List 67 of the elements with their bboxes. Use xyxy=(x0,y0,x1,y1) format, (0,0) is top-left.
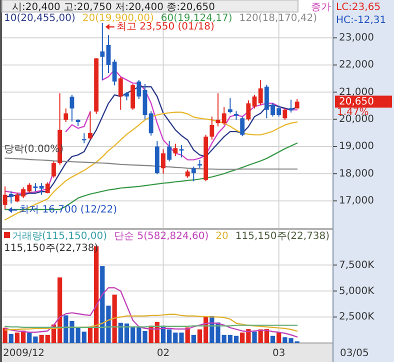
candlestick xyxy=(240,116,245,137)
candlestick xyxy=(118,76,123,110)
candlestick xyxy=(52,160,56,178)
text: LC:23,65 xyxy=(336,2,381,13)
y-tick-label: 7,500K xyxy=(339,260,375,271)
line-series xyxy=(4,314,298,332)
text: 03/05 xyxy=(340,348,369,359)
y-tick-label: 18,000 xyxy=(339,168,374,180)
text: 단순 5(582,824,60) xyxy=(114,231,209,242)
text: 2009/12 xyxy=(3,348,45,359)
text: 20,650 xyxy=(339,96,374,108)
candlestick xyxy=(136,79,142,100)
y-tick-label: 23,000 xyxy=(339,32,374,44)
candlestick xyxy=(161,148,166,174)
y-tick-label: 20,000 xyxy=(339,114,374,126)
candlestick xyxy=(88,111,92,140)
bar xyxy=(112,294,117,343)
text: 10(20,455,00) xyxy=(4,13,76,24)
candlestick xyxy=(294,98,300,109)
y-tick-label: 19,000 xyxy=(339,141,374,152)
candlestick xyxy=(106,34,111,74)
y-tick-label: 2,500K xyxy=(339,312,375,323)
text: 종가 xyxy=(311,2,331,13)
candlestick xyxy=(112,59,117,86)
annotation: 최고 23,550 (01/18) xyxy=(116,22,214,33)
candlestick xyxy=(167,140,172,162)
candlestick xyxy=(222,106,226,126)
text: HC:-12,31 xyxy=(336,15,386,26)
text: 20(19,900,00) xyxy=(82,13,154,24)
x-tick-label: 02 xyxy=(156,348,170,359)
candlestick xyxy=(228,98,232,114)
chart-title: 시:20,400 고:20,750 저:20,400 종:20,650 xyxy=(12,2,215,13)
candlestick xyxy=(64,108,68,123)
bar xyxy=(191,334,196,343)
candlestick xyxy=(100,22,105,80)
text: 60(19,124,17) xyxy=(160,13,232,24)
text: 120(18,170,42) xyxy=(239,13,318,24)
line-series xyxy=(4,112,298,220)
y-tick-label: 5,000K xyxy=(339,286,375,297)
bar xyxy=(8,334,14,343)
candlestick xyxy=(179,144,184,158)
candlestick xyxy=(258,79,263,106)
candlestick xyxy=(246,100,251,122)
x-tick-label: 03 xyxy=(272,348,286,359)
bar xyxy=(276,332,282,343)
bar xyxy=(185,327,190,343)
candlestick xyxy=(2,186,8,210)
y-tick-label: 22,000 xyxy=(339,60,374,71)
legend-label: 거래량(115,150,00) xyxy=(12,231,108,242)
candlestick xyxy=(252,94,257,109)
y-tick-label: 21,000 xyxy=(339,86,374,98)
bar xyxy=(2,328,8,343)
candlestick xyxy=(82,132,86,144)
line-series xyxy=(4,287,298,338)
candlestick xyxy=(173,143,178,156)
bar xyxy=(270,336,276,343)
candlestick xyxy=(191,166,196,182)
candlestick xyxy=(8,190,14,204)
candlestick xyxy=(288,99,294,114)
candlestick xyxy=(210,116,214,140)
text: 20 xyxy=(216,231,228,242)
candlestick xyxy=(148,110,154,136)
candlestick xyxy=(130,84,136,110)
y-tick-label: 17,000 xyxy=(339,196,374,207)
annotation: 115,150주(22,738) xyxy=(235,231,330,242)
bar xyxy=(252,332,257,343)
candlestick xyxy=(282,108,288,120)
